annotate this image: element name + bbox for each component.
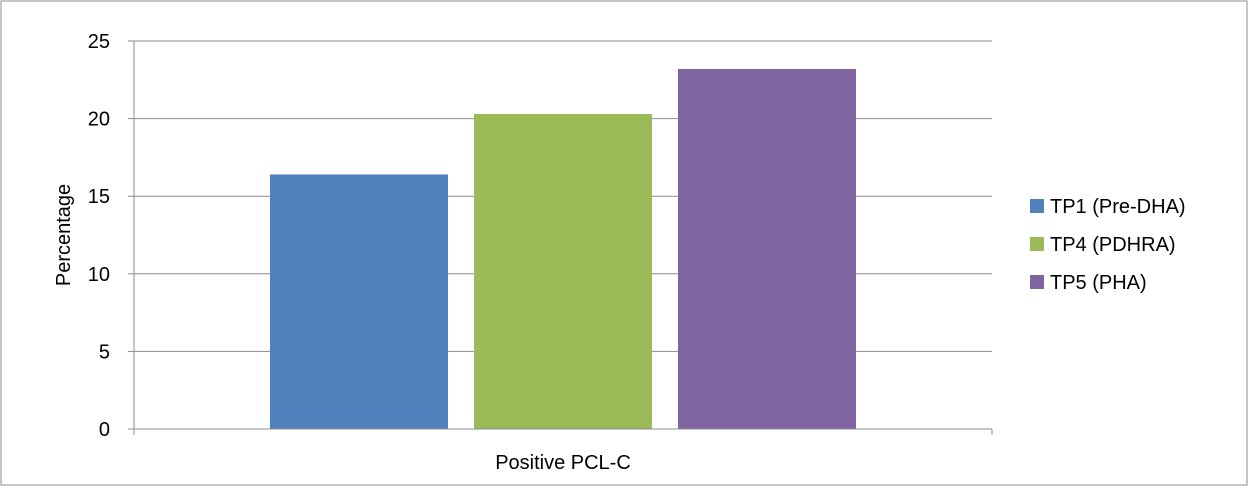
bar-tp1-pre-dha	[270, 174, 448, 429]
legend-label-tp1-pre-dha: TP1 (Pre-DHA)	[1050, 196, 1186, 218]
axes: 0 5 10 15 20 25 Positive PCL-C Percentage	[53, 31, 993, 474]
legend-swatch-tp4-pdhra	[1030, 237, 1044, 251]
x-category-label: Positive PCL-C	[495, 452, 631, 474]
y-tick-label-0: 0	[99, 419, 110, 441]
legend: TP1 (Pre-DHA) TP4 (PDHRA) TP5 (PHA)	[1030, 196, 1186, 294]
y-tick-label-10: 10	[88, 264, 110, 286]
y-tick-label-25: 25	[88, 31, 110, 53]
bars	[270, 68, 856, 429]
legend-label-tp5-pha: TP5 (PHA)	[1050, 272, 1147, 294]
bar-tp5-pha	[678, 68, 856, 429]
legend-swatch-tp1-pre-dha	[1030, 199, 1044, 213]
y-tick-label-5: 5	[99, 341, 110, 363]
y-tick-label-20: 20	[88, 109, 110, 131]
bar-tp4-pdhra	[474, 113, 652, 429]
y-tick-label-15: 15	[88, 186, 110, 208]
legend-swatch-tp5-pha	[1030, 275, 1044, 289]
y-axis-label: Percentage	[53, 184, 75, 286]
legend-label-tp4-pdhra: TP4 (PDHRA)	[1050, 234, 1176, 256]
